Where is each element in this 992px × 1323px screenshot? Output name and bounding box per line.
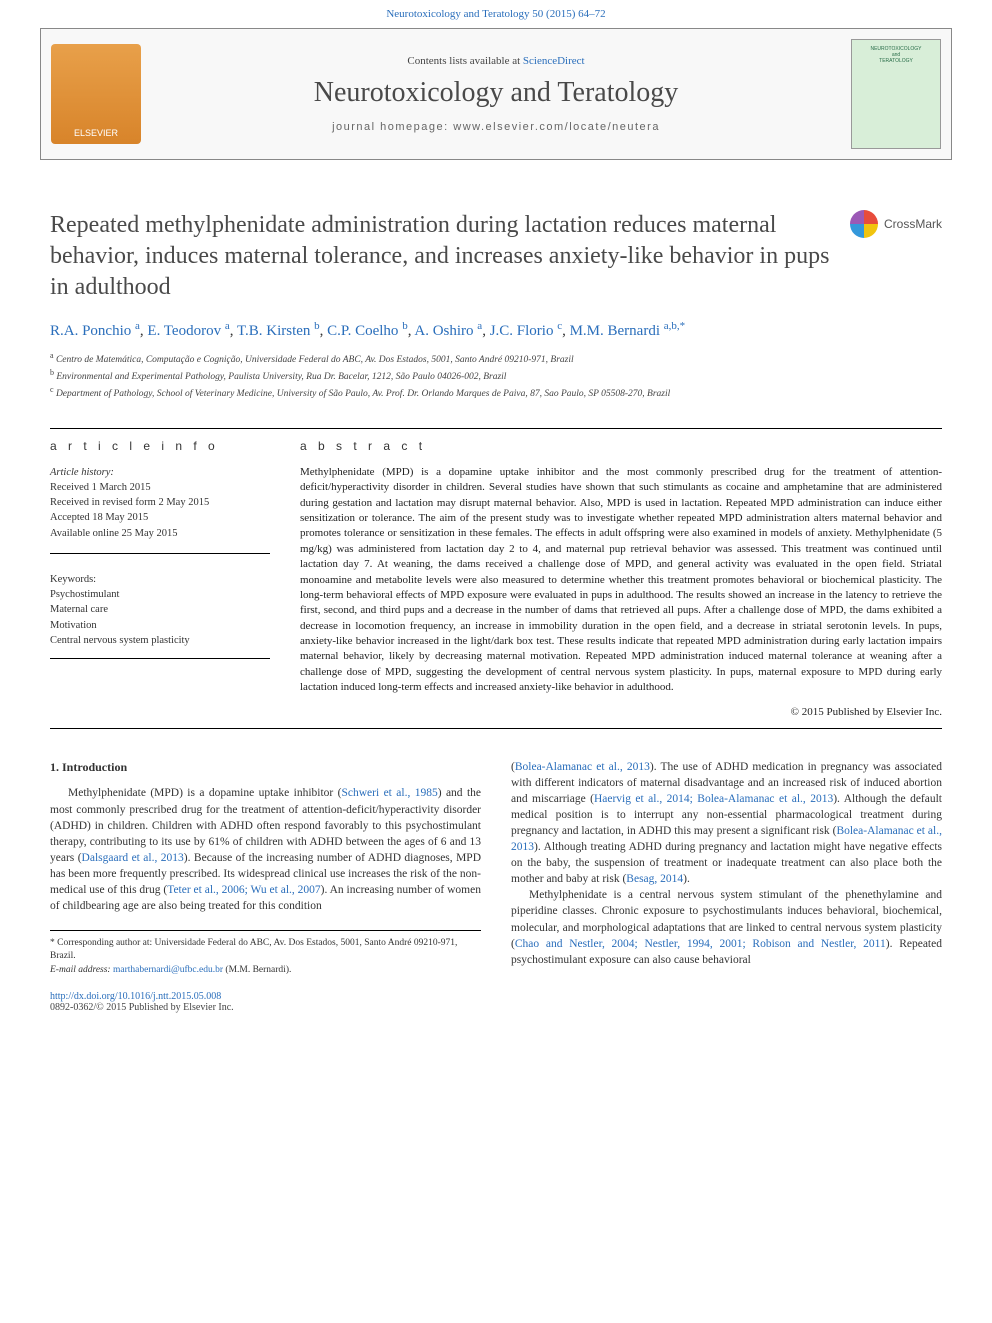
crossmark-badge[interactable]: CrossMark: [850, 210, 942, 238]
page-footer: http://dx.doi.org/10.1016/j.ntt.2015.05.…: [0, 977, 992, 1033]
journal-reference: Neurotoxicology and Teratology 50 (2015)…: [0, 0, 992, 28]
crossmark-icon: [850, 210, 878, 238]
publisher-logo-container: ELSEVIER: [41, 29, 151, 159]
email-link[interactable]: marthabernardi@ufbc.edu.br: [113, 965, 223, 975]
info-abstract-row: a r t i c l e i n f o Article history: R…: [0, 439, 992, 718]
corresponding-author-note: * Corresponding author at: Universidade …: [50, 937, 481, 964]
intro-paragraph-2: Methylphenidate is a central nervous sys…: [511, 887, 942, 967]
header-center: Contents lists available at ScienceDirec…: [151, 29, 841, 159]
journal-cover-thumbnail: NEUROTOXICOLOGY and TERATOLOGY: [851, 39, 941, 149]
citation-link[interactable]: Dalsgaard et al., 2013: [82, 852, 184, 864]
sciencedirect-link[interactable]: ScienceDirect: [523, 55, 585, 67]
history-heading: Article history:: [50, 465, 270, 480]
body-right-column: (Bolea-Alamanac et al., 2013). The use o…: [511, 759, 942, 977]
divider: [50, 728, 942, 729]
intro-paragraph-1: Methylphenidate (MPD) is a dopamine upta…: [50, 785, 481, 914]
journal-header: ELSEVIER Contents lists available at Sci…: [40, 28, 952, 160]
article-header: CrossMark Repeated methylphenidate admin…: [0, 180, 992, 418]
affiliations: a Centro de Matemática, Computação e Cog…: [50, 350, 942, 402]
body-left-column: 1. Introduction Methylphenidate (MPD) is…: [50, 759, 481, 977]
citation-link[interactable]: Teter et al., 2006; Wu et al., 2007: [167, 884, 320, 896]
abstract-label: a b s t r a c t: [300, 439, 942, 453]
doi-link[interactable]: http://dx.doi.org/10.1016/j.ntt.2015.05.…: [50, 991, 942, 1002]
author-list: R.A. Ponchio a, E. Teodorov a, T.B. Kirs…: [50, 320, 942, 340]
keywords-block: Keywords: PsychostimulantMaternal careMo…: [50, 572, 270, 659]
citation-link[interactable]: Schweri et al., 1985: [342, 787, 438, 799]
divider: [50, 428, 942, 429]
body-text: 1. Introduction Methylphenidate (MPD) is…: [0, 739, 992, 977]
history-revised: Received in revised form 2 May 2015: [50, 495, 270, 510]
citation-link[interactable]: Besag, 2014: [626, 873, 683, 885]
publisher-name: ELSEVIER: [74, 128, 118, 138]
article-info-label: a r t i c l e i n f o: [50, 439, 270, 453]
contents-available-line: Contents lists available at ScienceDirec…: [407, 55, 584, 67]
copyright-line: © 2015 Published by Elsevier Inc.: [300, 706, 942, 718]
elsevier-logo: ELSEVIER: [51, 44, 141, 144]
citation-link[interactable]: Haervig et al., 2014; Bolea-Alamanac et …: [594, 793, 833, 805]
crossmark-label: CrossMark: [884, 217, 942, 231]
issn-line: 0892-0362/© 2015 Published by Elsevier I…: [50, 1002, 942, 1013]
intro-paragraph-1-cont: (Bolea-Alamanac et al., 2013). The use o…: [511, 759, 942, 888]
abstract-column: a b s t r a c t Methylphenidate (MPD) is…: [300, 439, 942, 718]
intro-heading: 1. Introduction: [50, 759, 481, 776]
article-info-column: a r t i c l e i n f o Article history: R…: [50, 439, 270, 718]
citation-link[interactable]: Bolea-Alamanac et al., 2013: [515, 761, 650, 773]
article-history: Article history: Received 1 March 2015 R…: [50, 465, 270, 554]
footnotes: * Corresponding author at: Universidade …: [50, 930, 481, 977]
homepage-url: www.elsevier.com/locate/neutera: [453, 121, 660, 133]
journal-title: Neurotoxicology and Teratology: [314, 77, 679, 109]
journal-homepage: journal homepage: www.elsevier.com/locat…: [332, 121, 660, 133]
citation-link[interactable]: Chao and Nestler, 2004; Nestler, 1994, 2…: [515, 938, 886, 950]
history-received: Received 1 March 2015: [50, 480, 270, 495]
history-accepted: Accepted 18 May 2015: [50, 510, 270, 525]
history-online: Available online 25 May 2015: [50, 526, 270, 541]
keywords-heading: Keywords:: [50, 572, 270, 587]
article-title: Repeated methylphenidate administration …: [50, 210, 830, 304]
abstract-text: Methylphenidate (MPD) is a dopamine upta…: [300, 465, 942, 696]
email-line: E-mail address: marthabernardi@ufbc.edu.…: [50, 964, 481, 977]
